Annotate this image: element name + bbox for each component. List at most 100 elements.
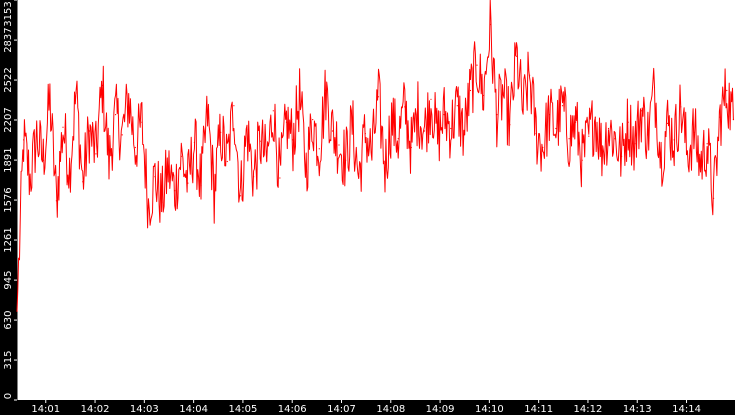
data-point <box>404 106 406 108</box>
data-point <box>266 159 268 161</box>
data-point <box>647 134 649 136</box>
data-point <box>95 153 97 155</box>
x-tick-label: 14:11 <box>524 404 553 415</box>
data-point <box>561 105 564 107</box>
data-point <box>607 127 610 130</box>
data-point <box>134 146 136 149</box>
data-point <box>207 112 209 114</box>
y-tick-label: 630 <box>3 311 14 330</box>
data-point <box>331 130 334 132</box>
data-point <box>187 182 189 184</box>
data-point <box>259 140 261 142</box>
data-point <box>312 119 314 121</box>
data-point <box>23 139 25 141</box>
data-point <box>364 133 366 135</box>
data-point <box>653 87 656 89</box>
data-point <box>443 114 445 116</box>
data-point <box>318 148 320 150</box>
data-point <box>377 96 380 98</box>
data-point <box>272 110 274 112</box>
data-point <box>515 55 518 57</box>
data-point <box>522 108 524 111</box>
data-point <box>101 84 103 86</box>
data-point <box>410 146 412 149</box>
data-point <box>621 155 623 157</box>
x-tick-label: 14:09 <box>426 404 455 415</box>
data-point <box>575 121 577 123</box>
data-point <box>62 126 64 128</box>
data-point <box>75 92 77 94</box>
y-tick-label: 945 <box>3 271 14 290</box>
data-point <box>450 127 452 130</box>
x-tick-label: 14:13 <box>623 404 652 415</box>
x-tick-label: 14:12 <box>574 404 603 415</box>
data-point <box>502 92 504 94</box>
y-tick-label: 2522 <box>3 67 14 92</box>
x-tick-label: 14:06 <box>278 404 307 415</box>
y-tick-label: 1891 <box>3 147 14 172</box>
data-point <box>338 144 340 146</box>
data-point <box>147 205 149 207</box>
data-point <box>128 97 130 99</box>
data-point <box>726 89 728 92</box>
data-point <box>713 197 715 199</box>
series-layer <box>16 0 735 312</box>
data-point <box>529 74 531 76</box>
x-tick-label: 14:05 <box>229 404 258 415</box>
data-point <box>456 105 458 107</box>
y-tick-label: 1576 <box>3 187 14 212</box>
data-point <box>732 119 735 121</box>
data-point <box>588 135 590 137</box>
data-point <box>305 167 307 169</box>
data-point <box>660 157 662 159</box>
data-point <box>55 200 58 202</box>
data-point <box>279 177 281 179</box>
x-tick-label: 14:14 <box>672 404 701 415</box>
data-point <box>358 176 360 178</box>
data-point <box>489 23 491 26</box>
data-point <box>686 153 689 155</box>
data-point <box>345 159 347 161</box>
data-point <box>693 131 695 133</box>
data-point <box>36 135 38 137</box>
data-point <box>69 168 71 170</box>
y-tick-label: 315 <box>3 350 14 369</box>
data-point <box>706 143 708 145</box>
data-point <box>180 155 182 157</box>
y-tick-label: 0 <box>3 393 14 399</box>
data-point <box>699 163 702 165</box>
y-tick-label: 2207 <box>3 107 14 132</box>
data-point <box>108 160 110 163</box>
data-point <box>253 176 255 178</box>
data-point <box>16 310 18 312</box>
data-point <box>483 94 485 97</box>
x-tick-label: 14:02 <box>81 404 110 415</box>
data-point <box>325 89 327 92</box>
data-point <box>614 138 616 140</box>
data-point <box>88 130 90 132</box>
data-point <box>351 124 353 126</box>
data-point <box>299 96 301 98</box>
data-point <box>161 201 163 203</box>
data-point <box>463 134 465 136</box>
data-point <box>292 139 294 141</box>
data-point <box>239 195 242 197</box>
x-tick-label: 14:04 <box>179 404 208 415</box>
data-point <box>594 116 596 118</box>
data-point <box>680 106 682 108</box>
data-point <box>174 190 176 192</box>
x-axis: 14:01 14:02 14:03 14:04 14:05 14:06 14:07 14:08… <box>31 400 701 415</box>
data-point <box>397 138 399 140</box>
data-point <box>509 124 511 126</box>
data-point <box>233 105 235 107</box>
data-point <box>535 133 537 135</box>
data-point <box>141 121 143 123</box>
data-point <box>49 100 51 102</box>
y-tick-label: 1261 <box>3 227 14 252</box>
data-point <box>542 146 544 149</box>
data-point <box>285 121 288 123</box>
data-point <box>667 122 669 124</box>
y-tick-label: 3153 <box>3 1 14 26</box>
x-tick-label: 14:07 <box>327 404 356 415</box>
